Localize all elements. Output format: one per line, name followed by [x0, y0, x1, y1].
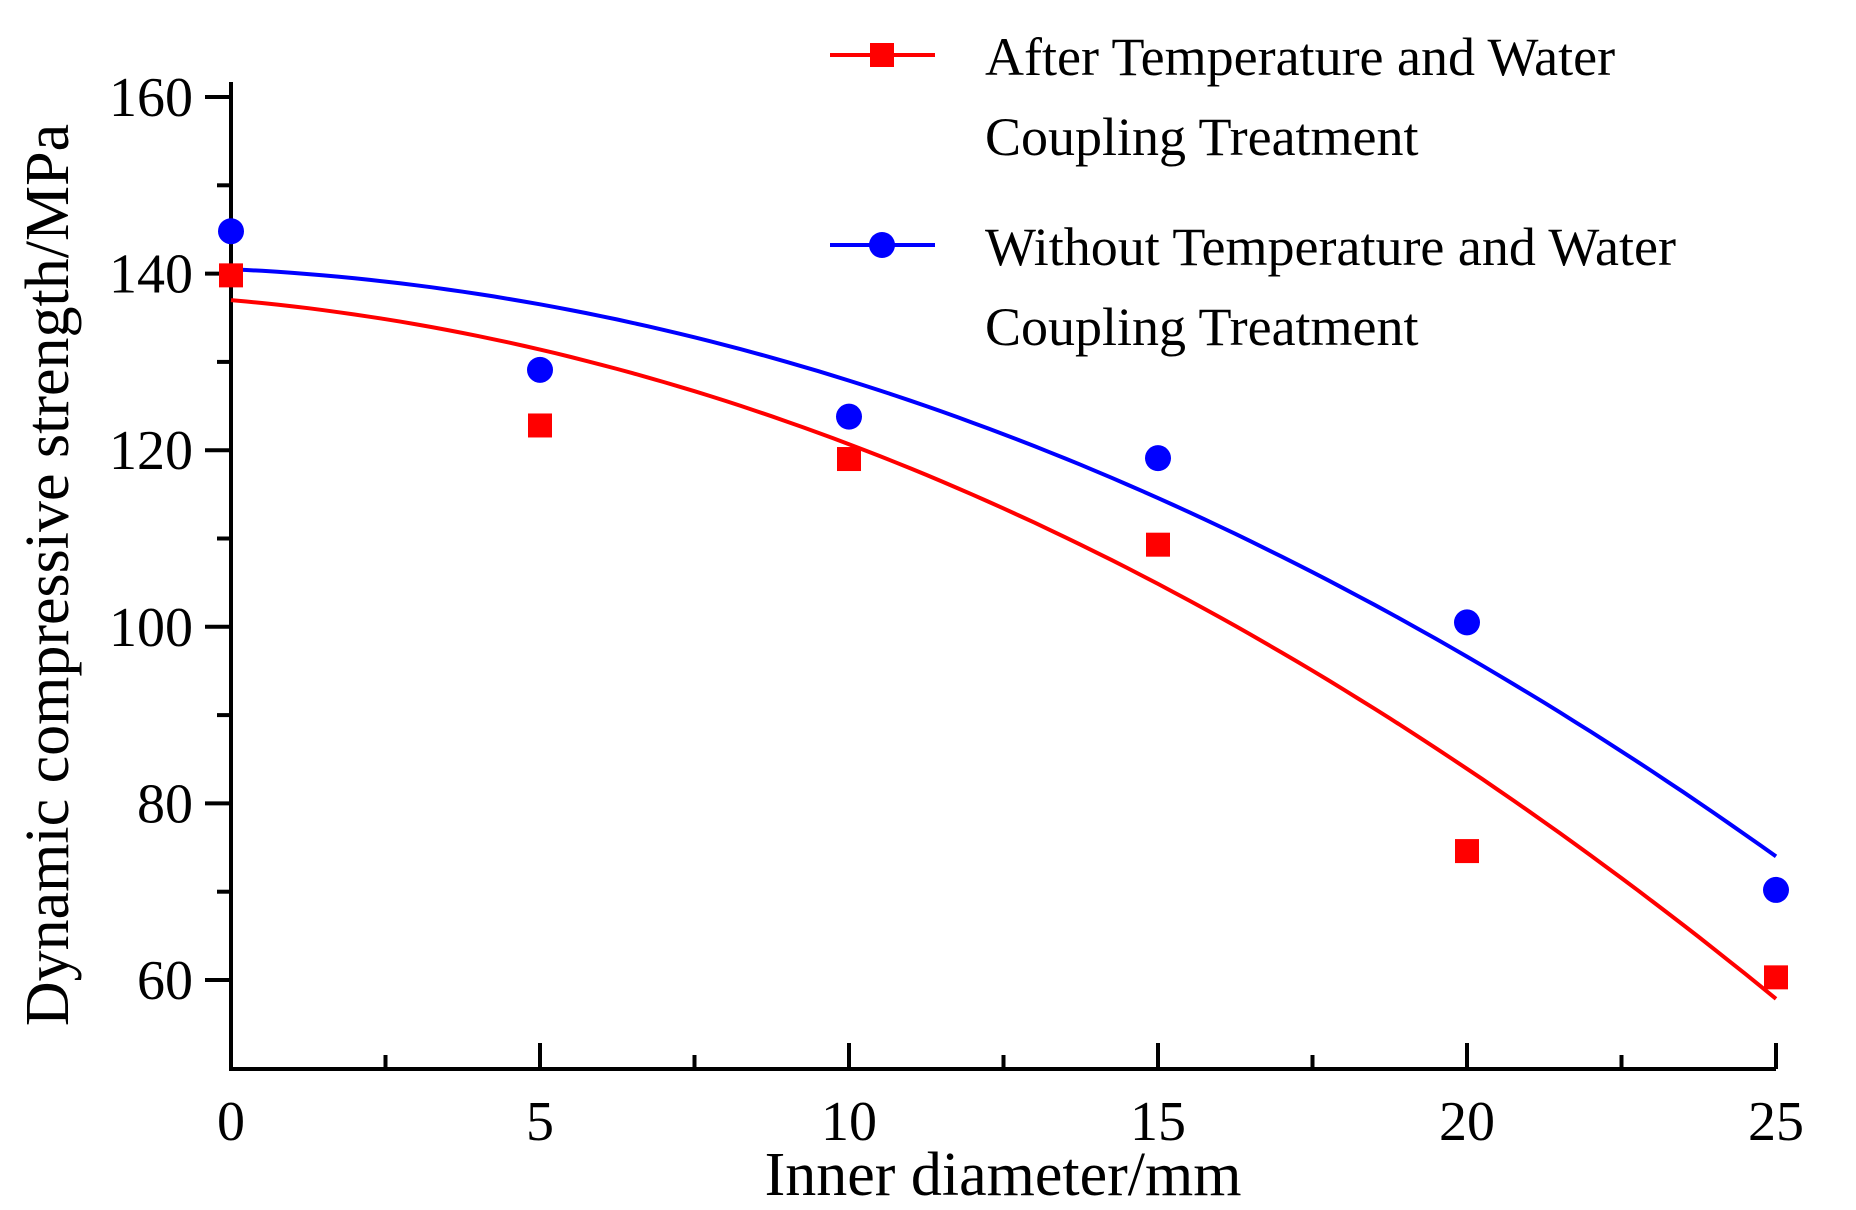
ticks: 60 80 100 120 140 160 0 5 10 15 20 25	[109, 67, 1804, 1153]
y-tick-label-140: 140	[109, 244, 193, 306]
x-tick-label-10: 10	[821, 1091, 877, 1153]
legend-label-series-2-line-2: Coupling Treatment	[985, 297, 1419, 357]
x-axis-title: Inner diameter/mm	[765, 1141, 1242, 1209]
series-2-point-1	[218, 218, 244, 245]
y-tick-label-80: 80	[137, 773, 193, 835]
y-tick-label-100: 100	[109, 597, 193, 659]
y-tick-label-160: 160	[109, 67, 193, 129]
series-2-point-3	[836, 403, 862, 430]
data-points	[218, 218, 1789, 990]
series-1-point-5	[1455, 839, 1479, 864]
legend-marker-series-1	[870, 43, 894, 67]
y-tick-label-120: 120	[109, 420, 193, 482]
series-1-point-6	[1764, 965, 1788, 990]
series-2-point-4	[1145, 445, 1171, 472]
legend-label-series-2-line-1: Without Temperature and Water	[985, 217, 1676, 277]
x-tick-label-25: 25	[1748, 1091, 1804, 1153]
x-tick-label-15: 15	[1130, 1091, 1186, 1153]
series-1-point-3	[837, 447, 861, 472]
series-1-point-1	[219, 263, 243, 288]
x-tick-label-5: 5	[526, 1091, 554, 1153]
series-1-point-2	[528, 413, 552, 438]
fit-curve-series-2	[230, 267, 1778, 859]
x-tick-label-0: 0	[217, 1091, 245, 1153]
x-tick-label-20: 20	[1439, 1091, 1495, 1153]
fit-curve-series-1	[230, 298, 1778, 1001]
y-tick-label-60: 60	[137, 950, 193, 1012]
series-1-point-4	[1146, 532, 1170, 557]
legend-label-series-1-line-1: After Temperature and Water	[985, 27, 1615, 87]
y-axis-title: Dynamic compressive strength/MPa	[14, 124, 82, 1026]
series-2-point-2	[527, 356, 553, 383]
legend-marker-series-2	[869, 232, 895, 258]
series-2-point-5	[1454, 609, 1480, 636]
legend: After Temperature and Water Coupling Trea…	[830, 27, 1676, 357]
fit-curves	[230, 267, 1778, 1001]
series-2-point-6	[1763, 876, 1789, 903]
legend-label-series-1-line-2: Coupling Treatment	[985, 107, 1419, 167]
